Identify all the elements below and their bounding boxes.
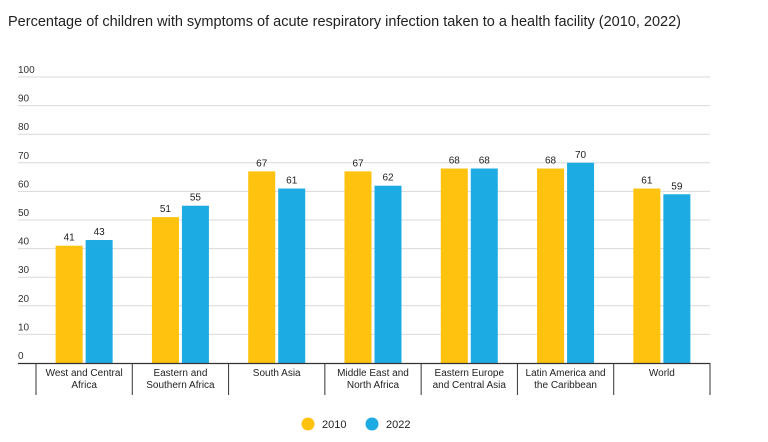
category-label: Eastern and [153, 368, 207, 379]
y-tick-label: 80 [18, 122, 30, 133]
category-label: South Asia [253, 368, 301, 379]
data-label: 68 [545, 156, 557, 167]
legend-marker-2010 [301, 417, 315, 431]
bars [55, 162, 691, 363]
bar-2010 [537, 168, 565, 363]
y-tick-label: 70 [18, 151, 30, 162]
y-tick-label: 40 [18, 237, 30, 248]
y-tick-label: 60 [18, 179, 30, 190]
data-labels: 41 51 67 67 68 68 61 43 55 61 62 68 70 59 [64, 150, 683, 244]
y-tick-label: 0 [18, 351, 24, 362]
category-label: Eastern Europe [435, 368, 505, 379]
data-label: 61 [286, 176, 298, 187]
bar-2010 [151, 217, 179, 363]
data-label: 62 [382, 173, 394, 184]
y-tick-label: 20 [18, 294, 30, 305]
data-label: 41 [64, 233, 76, 244]
category-label: West and Central [46, 368, 123, 379]
y-tick-label: 90 [18, 94, 30, 105]
category-label: Latin America and [526, 368, 606, 379]
bar-2022 [663, 194, 691, 363]
category-label: Africa [71, 380, 97, 391]
category-label: the Caribbean [534, 380, 597, 391]
data-label: 43 [94, 227, 106, 238]
category-label: North Africa [347, 380, 400, 391]
y-tick-label: 100 [18, 65, 35, 76]
bar-2022 [85, 240, 113, 363]
y-tick-label: 50 [18, 208, 30, 219]
bar-2010 [633, 188, 661, 363]
category-label: Southern Africa [146, 380, 215, 391]
data-label: 61 [641, 176, 653, 187]
data-label: 67 [352, 158, 364, 169]
y-tick-label: 30 [18, 265, 30, 276]
data-label: 59 [671, 181, 683, 192]
legend-label-2010: 2010 [322, 419, 346, 431]
bar-2022 [567, 162, 595, 363]
category-label: Middle East and [337, 368, 409, 379]
data-label: 55 [190, 193, 202, 204]
y-tick-label: 10 [18, 322, 30, 333]
legend-label-2022: 2022 [386, 419, 410, 431]
category-label: World [649, 368, 675, 379]
data-label: 68 [479, 156, 491, 167]
bar-2022 [181, 205, 209, 363]
y-axis-tick-labels: 0 10 20 30 40 50 60 70 80 90 100 [18, 65, 35, 362]
bar-2022 [374, 185, 402, 363]
bar-2022 [278, 188, 306, 363]
chart-title: Percentage of children with symptoms of … [8, 14, 681, 30]
legend: 2010 2022 [301, 417, 410, 431]
category-label: and Central Asia [433, 380, 507, 391]
bar-2010 [55, 245, 83, 363]
bar-2022 [470, 168, 498, 363]
data-label: 67 [256, 158, 268, 169]
bar-2010 [248, 171, 276, 363]
data-label: 68 [449, 156, 461, 167]
data-label: 70 [575, 150, 587, 161]
legend-marker-2022 [365, 417, 379, 431]
bar-2010 [344, 171, 372, 363]
bar-2010 [440, 168, 468, 363]
data-label: 51 [160, 204, 172, 215]
